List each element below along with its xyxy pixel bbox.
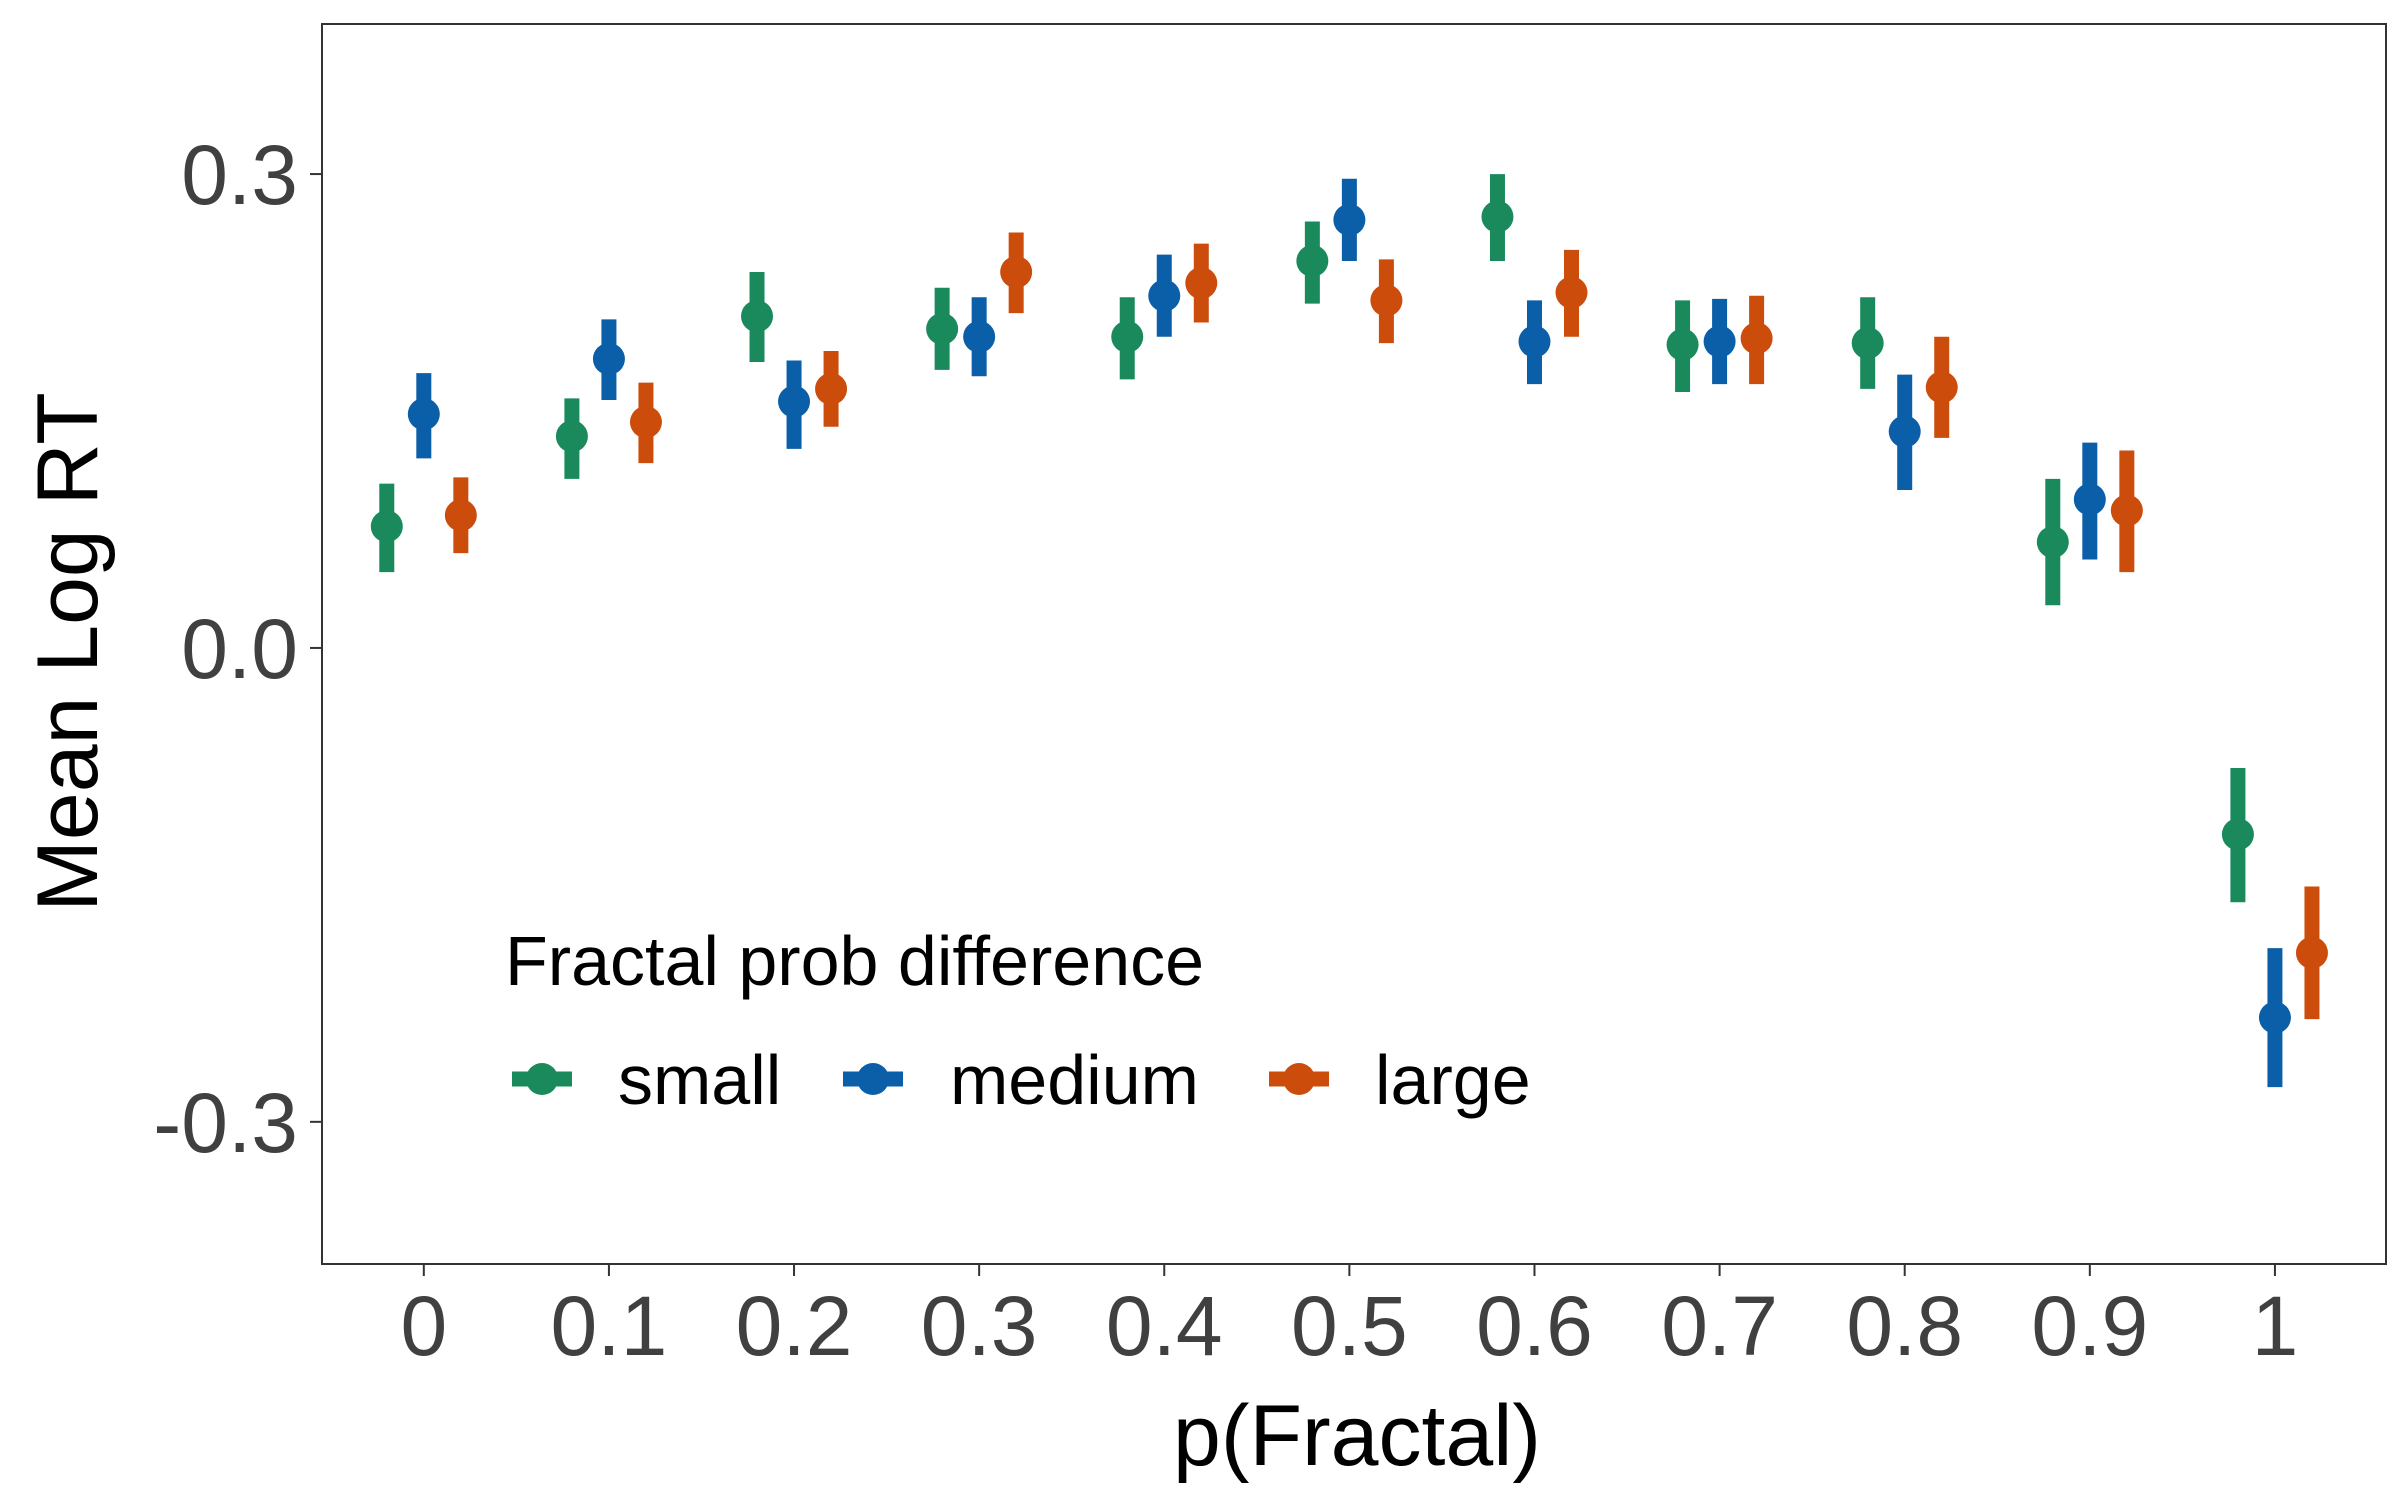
data-point [2221,818,2254,851]
data-point [370,510,403,543]
legend-swatch-point [1283,1063,1315,1095]
y-axis: 0.3 0.0 -0.3 [153,128,322,1170]
y-tick-label: -0.3 [153,1076,298,1170]
data-point [1851,327,1884,360]
x-tick-label: 0.9 [2031,1279,2148,1373]
data-point [1333,203,1366,236]
data-point [778,385,811,418]
legend-swatch-point [526,1063,558,1095]
data-point [555,420,588,453]
data-point [629,406,662,439]
data-point [1740,322,1773,355]
x-tick-label: 0.1 [551,1279,668,1373]
x-tick-label: 0.7 [1661,1279,1778,1373]
data-point [1185,267,1218,300]
data-point [2295,936,2328,969]
legend: Fractal prob difference small medium large [505,922,1531,1119]
data-point [407,398,440,431]
data-point [1888,415,1921,448]
legend-title: Fractal prob difference [505,922,1204,1000]
x-axis-title: p(Fractal) [1173,1388,1541,1484]
x-tick-label: 0.2 [736,1279,853,1373]
x-tick-label: 0.8 [1846,1279,1963,1373]
data-point [741,300,774,333]
data-point [1148,279,1181,312]
data-point [1000,256,1033,288]
x-tick-label: 0.5 [1291,1279,1408,1373]
x-axis: 0 0.1 0.2 0.3 0.4 0.5 0.6 0.7 0.8 0.9 1 [400,1264,2298,1373]
legend-key-small: small [512,1041,781,1119]
x-tick-label: 1 [2252,1279,2299,1373]
data-point [2073,483,2106,516]
legend-label: large [1375,1041,1531,1119]
y-axis-title: Mean Log RT [20,392,116,912]
data-point [1111,320,1144,353]
x-tick-label: 0.3 [921,1279,1038,1373]
data-point [1666,328,1699,361]
data-point [1925,371,1958,404]
legend-key-large: large [1269,1041,1531,1119]
data-point [963,320,996,353]
x-tick-label: 0.6 [1476,1279,1593,1373]
series-large [444,232,2328,1020]
y-tick-label: 0.0 [181,602,298,696]
legend-key-medium: medium [843,1041,1199,1119]
data-point [1555,276,1588,309]
data-point [1481,200,1514,233]
data-point [926,312,959,345]
data-point [2258,1001,2291,1034]
x-tick-label: 0.4 [1106,1279,1223,1373]
y-tick-label: 0.3 [181,128,298,222]
x-tick-label: 0 [400,1279,447,1373]
legend-label: medium [950,1041,1199,1119]
legend-swatch-point [857,1063,889,1095]
series-medium [407,178,2291,1088]
data-point [444,499,477,532]
data-point [2036,526,2069,559]
data-point [815,372,848,405]
data-point [1370,284,1403,317]
data-point [1296,244,1329,277]
data-point [2110,494,2143,527]
data-point [1703,325,1736,358]
data-point [592,342,625,375]
legend-keys: small medium large [512,1041,1531,1119]
data-point [1518,325,1551,358]
legend-label: small [618,1041,781,1119]
chart-marks [370,174,2328,1088]
plot-panel-border [321,23,2387,1265]
series-small [370,174,2254,903]
